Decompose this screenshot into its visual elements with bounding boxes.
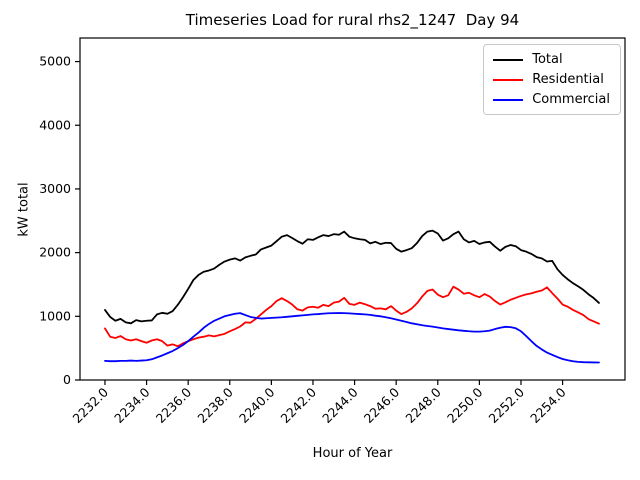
x-axis-label: Hour of Year bbox=[312, 446, 393, 461]
legend-entry-commercial: Commercial bbox=[493, 92, 610, 107]
series-line-residential bbox=[104, 285, 600, 348]
x-tick-label: 2246.0 bbox=[361, 384, 403, 426]
legend-label: Residential bbox=[532, 72, 604, 87]
y-tick-label: 5000 bbox=[39, 54, 71, 69]
x-tick-label: 2244.0 bbox=[319, 384, 361, 426]
legend: Total Residential Commercial bbox=[483, 44, 621, 115]
x-tick-label: 2238.0 bbox=[194, 384, 236, 426]
y-tick-label: 0 bbox=[63, 372, 71, 387]
x-tick-label: 2254.0 bbox=[527, 384, 569, 426]
series-line-commercial bbox=[104, 312, 600, 364]
x-tick-label: 2236.0 bbox=[153, 384, 195, 426]
legend-label: Commercial bbox=[532, 92, 610, 107]
x-tick-label: 2234.0 bbox=[111, 384, 153, 426]
legend-label: Total bbox=[532, 52, 563, 67]
legend-line-sample bbox=[493, 78, 524, 81]
x-tick-label: 2232.0 bbox=[70, 384, 112, 426]
chart-title: Timeseries Load for rural rhs2_1247 Day … bbox=[185, 11, 520, 29]
x-tick-label: 2248.0 bbox=[402, 384, 444, 426]
y-tick-label: 4000 bbox=[39, 117, 71, 132]
y-tick-label: 3000 bbox=[39, 181, 71, 196]
legend-entry-total: Total bbox=[493, 52, 610, 67]
x-tick-label: 2242.0 bbox=[278, 384, 320, 426]
y-tick-label: 1000 bbox=[39, 308, 71, 323]
x-tick-label: 2250.0 bbox=[444, 384, 486, 426]
legend-line-sample bbox=[493, 98, 524, 101]
series-line-total bbox=[104, 229, 600, 325]
x-tick-label: 2252.0 bbox=[486, 384, 528, 426]
axes-spines bbox=[79, 37, 626, 381]
y-tick-label: 2000 bbox=[39, 245, 71, 260]
legend-entry-residential: Residential bbox=[493, 72, 610, 87]
legend-line-sample bbox=[493, 58, 524, 61]
x-tick-label: 2240.0 bbox=[236, 384, 278, 426]
